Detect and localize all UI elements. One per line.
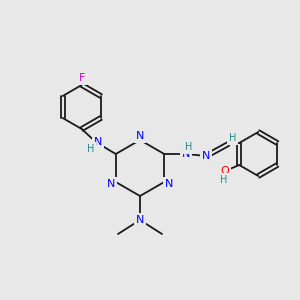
Text: H: H	[87, 144, 94, 154]
Text: N: N	[136, 215, 144, 225]
Text: H: H	[229, 133, 236, 143]
Text: H: H	[220, 175, 227, 185]
Text: N: N	[94, 137, 102, 147]
Text: N: N	[182, 149, 190, 159]
Text: F: F	[79, 73, 85, 83]
Text: N: N	[165, 179, 173, 189]
Text: H: H	[184, 142, 192, 152]
Text: N: N	[106, 179, 115, 189]
Text: N: N	[202, 151, 210, 161]
Text: O: O	[221, 166, 230, 176]
Text: N: N	[136, 131, 144, 141]
